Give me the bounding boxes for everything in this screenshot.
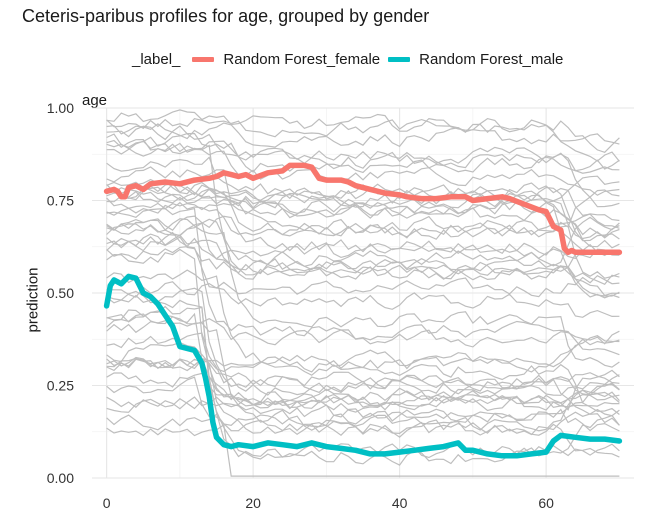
legend-swatch-female bbox=[192, 56, 215, 62]
background-profile-line bbox=[106, 248, 620, 410]
background-profile-line bbox=[106, 175, 620, 215]
y-tick-label: 0.00 bbox=[47, 470, 74, 486]
legend-item-female: Random Forest_female bbox=[192, 51, 380, 68]
background-profile-line bbox=[106, 290, 620, 466]
facet-label: age bbox=[82, 92, 108, 109]
background-profile-line bbox=[106, 181, 620, 240]
legend-swatch-male bbox=[388, 56, 411, 62]
background-profile-line bbox=[106, 109, 620, 153]
background-profile-line bbox=[106, 142, 620, 297]
background-profile-line bbox=[106, 313, 620, 348]
x-tick-label: 20 bbox=[245, 495, 261, 511]
series-line-female bbox=[103, 162, 623, 256]
background-profile-line bbox=[106, 287, 620, 401]
y-tick-label: 0.50 bbox=[47, 285, 74, 301]
x-tick-label: 40 bbox=[392, 495, 408, 511]
background-profile-line bbox=[106, 358, 620, 403]
background-profile-line bbox=[106, 423, 620, 477]
background-profile-line bbox=[106, 140, 620, 196]
y-tick-label: 1.00 bbox=[47, 100, 74, 116]
y-tick-label: 0.75 bbox=[47, 193, 74, 209]
background-profile-line bbox=[106, 274, 620, 298]
background-profile-line bbox=[106, 358, 620, 458]
background-profile-line bbox=[106, 236, 620, 286]
background-profile-line bbox=[106, 245, 620, 318]
background-profile-line bbox=[106, 182, 620, 238]
background-profile-line bbox=[106, 125, 620, 174]
background-profile-line bbox=[106, 197, 620, 238]
series-line-male bbox=[103, 273, 623, 459]
background-profile-line bbox=[106, 178, 620, 255]
chart-title: Ceteris-paribus profiles for age, groupe… bbox=[22, 6, 430, 26]
background-profile-line bbox=[106, 215, 620, 260]
background-profile-line bbox=[106, 222, 620, 297]
legend-label-female: Random Forest_female bbox=[223, 50, 381, 68]
background-profile-line bbox=[106, 393, 620, 413]
background-profile-line bbox=[106, 376, 620, 432]
background-profile-line bbox=[106, 166, 620, 234]
background-profile-line bbox=[106, 408, 620, 438]
background-profile-line bbox=[106, 332, 620, 396]
background-profile-line bbox=[106, 372, 620, 426]
background-profile-line bbox=[106, 320, 620, 432]
background-profiles bbox=[106, 109, 620, 477]
legend-label-male: Random Forest_male bbox=[419, 50, 564, 68]
background-profile-line bbox=[106, 118, 620, 162]
legend-item-male: Random Forest_male bbox=[388, 51, 563, 68]
legend: _label_ Random Forest_female Random Fore… bbox=[132, 48, 571, 70]
axis-ticks: 0.00 0.25 0.50 0.75 1.00 0 20 40 60 bbox=[47, 100, 554, 511]
x-tick-label: 0 bbox=[103, 495, 111, 511]
background-profile-line bbox=[106, 189, 620, 249]
legend-title: _label_ bbox=[132, 50, 181, 68]
background-profile-line bbox=[106, 231, 620, 299]
x-tick-label: 60 bbox=[538, 495, 554, 511]
y-tick-label: 0.25 bbox=[47, 378, 74, 394]
background-profile-line bbox=[106, 184, 620, 242]
background-profile-line bbox=[106, 269, 620, 368]
background-profile-line bbox=[106, 382, 620, 428]
background-profile-line bbox=[106, 233, 620, 280]
series-lines bbox=[103, 162, 623, 459]
background-profile-line bbox=[106, 218, 620, 368]
background-profile-line bbox=[106, 138, 620, 174]
background-profile-line bbox=[106, 132, 620, 208]
